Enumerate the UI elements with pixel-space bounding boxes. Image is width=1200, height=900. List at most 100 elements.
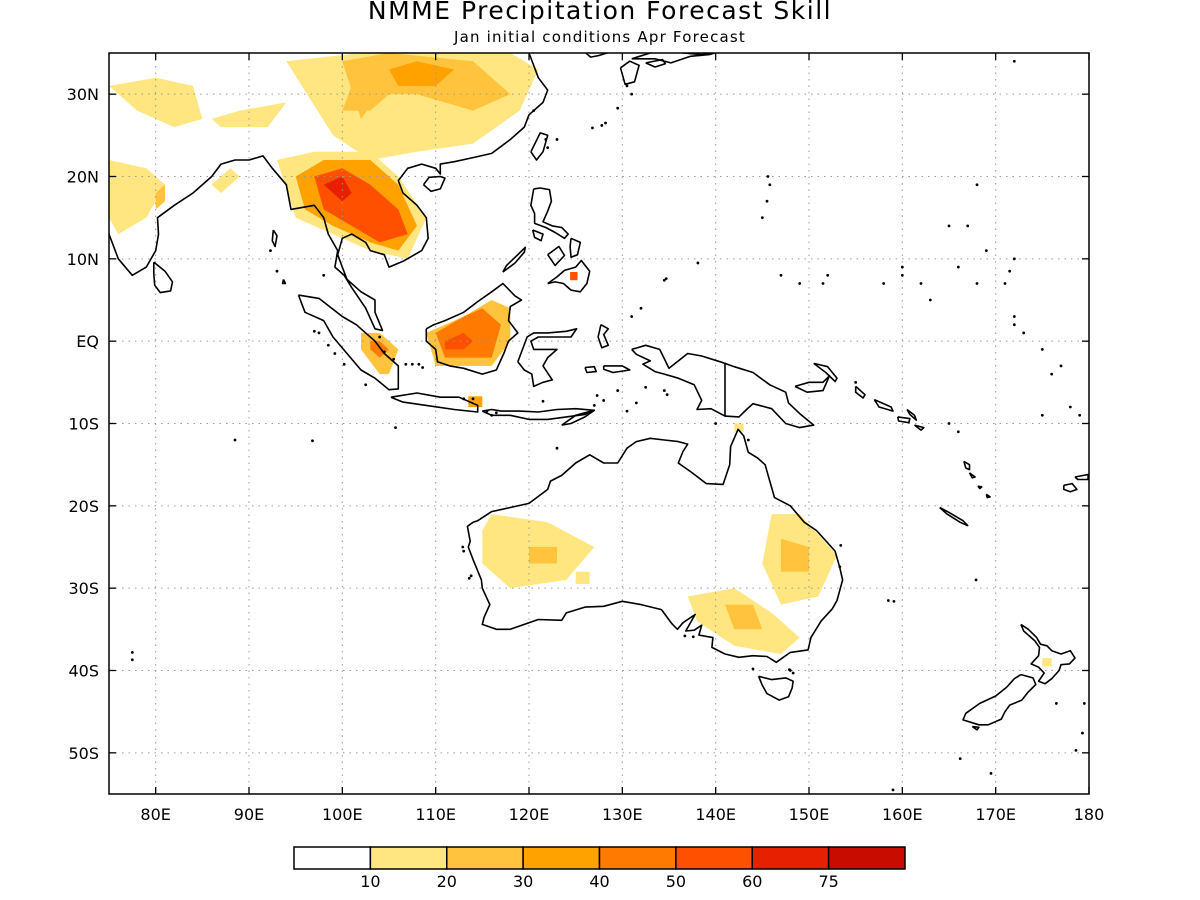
islet (984, 249, 988, 253)
islet (595, 394, 599, 397)
coastline-sri-lanka (153, 261, 174, 294)
islet (461, 545, 465, 549)
skill-region-nz-spot (1042, 658, 1052, 667)
lon-tick-label: 130E (602, 805, 643, 824)
skill-region-w-australia-spot (575, 571, 590, 584)
islet (839, 543, 843, 547)
islet (639, 306, 643, 310)
islet (1012, 257, 1016, 261)
islet (768, 183, 772, 187)
islet (788, 668, 791, 672)
islet (1012, 59, 1016, 63)
coastline-samar-leyte (569, 237, 582, 259)
islet (1082, 702, 1086, 705)
colorbar-swatch (598, 846, 677, 870)
axis-ticks: 30N 20N 10N EQ 10S 20S 30S 40S 50S 80E 90E 100E 110E… (67, 53, 1105, 824)
islet (546, 146, 550, 150)
islet (956, 430, 960, 434)
islet (956, 265, 960, 269)
islet (886, 599, 890, 602)
islet (760, 216, 764, 220)
coastline-japan-honshu (631, 53, 718, 64)
islet (975, 183, 979, 187)
skill-region-indochina-peak (323, 176, 352, 202)
colorbar-label: 30 (513, 872, 533, 891)
chart-subtitle: Jan initial conditions Apr Forecast (453, 28, 747, 46)
colorbar: 10 20 30 40 50 60 75 (293, 846, 906, 891)
coastline-solomons-1 (854, 385, 866, 399)
coastlines (109, 53, 1089, 792)
coastline-solomons-3 (896, 416, 911, 424)
islet (947, 422, 951, 425)
coastline-new-britain (794, 374, 831, 394)
islet (392, 357, 396, 361)
coastline-sulawesi (517, 327, 578, 388)
coastline-hainan (422, 175, 446, 193)
coastline-buru (584, 365, 598, 374)
islet (410, 362, 414, 366)
islet (821, 282, 825, 285)
islet (1059, 364, 1063, 368)
islet (928, 298, 932, 302)
islet (544, 138, 548, 141)
skill-region-himalaya (211, 102, 287, 128)
islet (947, 224, 951, 228)
islet (882, 282, 886, 285)
islet (1078, 413, 1082, 417)
islet (1068, 405, 1072, 409)
islet (342, 362, 346, 366)
islet (604, 121, 607, 125)
skill-regions (109, 53, 1052, 667)
skill-region-borneo-peak (445, 332, 473, 350)
coastline-japan-kyushu (619, 60, 640, 86)
islet (130, 650, 134, 654)
coastline-nz-south (962, 673, 1037, 726)
coastline-vanuatu-3 (977, 485, 983, 490)
islet (421, 366, 424, 369)
coastline-palawan (502, 246, 527, 273)
skill-region-philippines-spot (570, 272, 578, 281)
islet (591, 126, 594, 130)
islet (630, 315, 634, 318)
islet (317, 331, 321, 335)
lon-tick-label: 100E (322, 805, 363, 824)
lon-tick-label: 110E (415, 805, 456, 824)
lon-tick-label: 180 (1074, 805, 1105, 824)
islet (333, 352, 337, 355)
lat-tick-label: 40S (68, 662, 99, 681)
coastline-japan-shikoku (645, 58, 667, 68)
coastline-borneo (425, 282, 523, 375)
skill-region-sichuan (342, 69, 389, 111)
lon-tick-label: 160E (882, 805, 923, 824)
islet (891, 788, 895, 792)
skill-region-india-spot (155, 184, 165, 210)
coastline-new-ireland (813, 362, 838, 383)
coastline-fiji (1063, 482, 1078, 493)
islet (467, 576, 471, 580)
coastline-mindoro (531, 229, 544, 242)
coastline-sumatra (297, 294, 400, 391)
islet (696, 261, 700, 265)
islet (900, 265, 904, 269)
lon-tick-label: 120E (509, 805, 550, 824)
islet (1003, 282, 1007, 285)
coastline-seram (602, 365, 631, 374)
islet (644, 385, 648, 389)
islet (714, 422, 718, 425)
colorbar-swatch (827, 846, 906, 870)
skill-region-east-india (211, 168, 240, 193)
islet (1008, 269, 1012, 273)
islet (404, 362, 408, 366)
coastline-stewart-island (971, 725, 980, 731)
colorbar-swatch (522, 846, 601, 870)
lon-tick-label: 150E (789, 805, 830, 824)
islet (691, 635, 695, 639)
lon-tick-label: 90E (234, 805, 264, 824)
colorbar-label: 10 (360, 872, 380, 891)
lat-tick-label: 20S (68, 497, 99, 516)
colorbar-label: 40 (589, 872, 609, 891)
lat-tick-label: 10N (67, 250, 99, 269)
coastline-solomons-4 (906, 408, 918, 422)
coastline-mindanao (547, 259, 591, 293)
